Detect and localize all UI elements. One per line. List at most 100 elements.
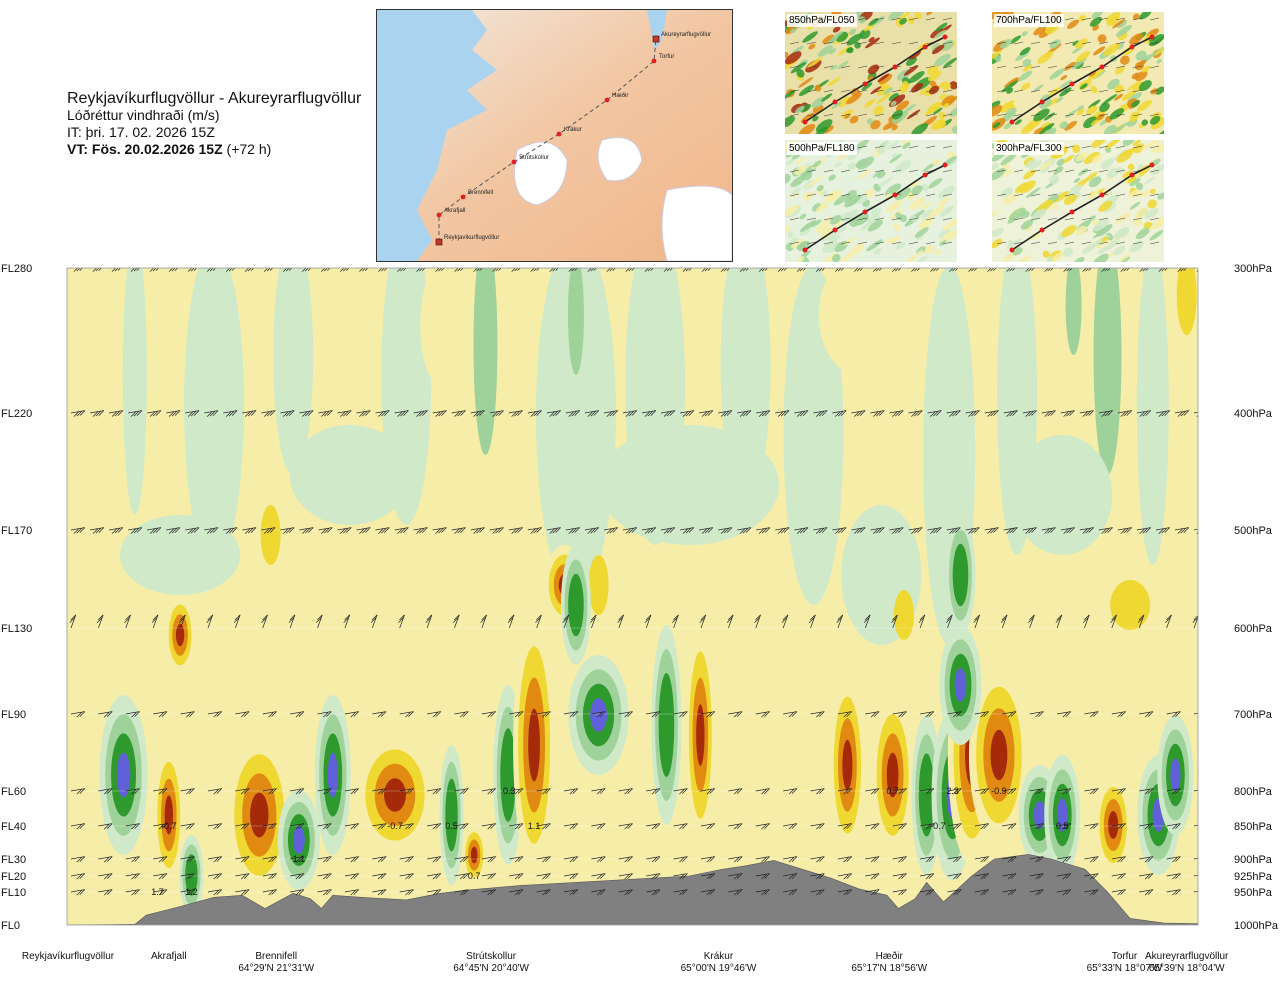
wind-barb bbox=[641, 410, 657, 417]
wind-barb bbox=[427, 889, 442, 896]
wind-barb bbox=[235, 889, 250, 896]
wind-barb bbox=[673, 823, 688, 830]
wind-barb bbox=[207, 788, 222, 795]
wind-barb bbox=[1060, 527, 1075, 534]
wind-barb bbox=[837, 788, 852, 795]
wind-barb bbox=[153, 788, 168, 795]
waypoint-coords: 64°45'N 20°40'W bbox=[453, 963, 529, 974]
wind-barb bbox=[870, 527, 885, 534]
wind-barb bbox=[563, 873, 579, 880]
field-cell-down bbox=[1033, 801, 1046, 829]
field-band bbox=[273, 268, 314, 475]
wind-barb bbox=[180, 788, 195, 795]
wind-barb bbox=[454, 873, 469, 880]
wind-barb bbox=[70, 410, 86, 417]
left-axis-label: FL220 bbox=[1, 408, 32, 420]
wind-barb bbox=[509, 823, 524, 830]
field-cell-up bbox=[175, 623, 185, 647]
map-point: Akrafjall bbox=[436, 208, 465, 218]
wind-barb bbox=[837, 889, 852, 896]
wind-barb bbox=[728, 889, 743, 896]
wind-barb bbox=[783, 873, 798, 880]
wind-barb bbox=[262, 711, 277, 718]
wind-barb bbox=[1029, 788, 1044, 795]
wind-barb bbox=[680, 410, 695, 417]
wind-barb bbox=[427, 823, 442, 830]
wind-barb bbox=[425, 614, 433, 629]
map-points: Akureyrarflugvöllur Torfur Hæðir Krákur Strú… bbox=[435, 32, 711, 246]
wind-barb bbox=[892, 788, 907, 795]
wind-barb bbox=[1193, 857, 1198, 860]
value-annotation: -0.9 bbox=[991, 786, 1007, 796]
waypoint-coords: 65°17'N 18°56'W bbox=[851, 963, 928, 974]
map-point: Krákur bbox=[556, 127, 582, 137]
wind-barb bbox=[185, 527, 200, 534]
field-cell-up bbox=[990, 729, 1008, 781]
wind-barb bbox=[673, 889, 688, 896]
wind-barb bbox=[783, 788, 798, 795]
plot-frame bbox=[66, 267, 1199, 926]
left-axis-flight-levels: FL280 FL220 FL170 FL130 FL90 FL60 FL40 FL30 FL20… bbox=[1, 263, 32, 932]
wind-barb bbox=[180, 873, 195, 880]
wind-barb bbox=[480, 614, 487, 629]
wind-barb bbox=[946, 527, 961, 534]
wind-barb bbox=[673, 856, 688, 863]
wind-barb bbox=[242, 410, 257, 417]
wind-barb bbox=[1029, 889, 1044, 896]
wind-barb bbox=[290, 889, 305, 896]
wind-barb bbox=[1098, 527, 1113, 534]
wind-barb bbox=[1060, 410, 1075, 417]
wind-barb bbox=[1056, 711, 1072, 718]
sea-west bbox=[377, 10, 497, 261]
wind-barb bbox=[125, 711, 140, 718]
wind-barb bbox=[235, 711, 250, 718]
value-annotation: 1.1 bbox=[293, 854, 306, 864]
waypoint-label: Hæðir 65°17'N 18°56'W bbox=[829, 951, 949, 975]
wind-barb bbox=[947, 856, 962, 863]
wind-barb bbox=[837, 873, 852, 880]
wind-barb bbox=[235, 788, 250, 795]
wind-barb bbox=[974, 823, 989, 830]
route-title: Reykjavíkurflugvöllur - Akureyrarflugvöl… bbox=[67, 90, 362, 107]
field-cell-down bbox=[658, 673, 675, 777]
wind-barb bbox=[863, 614, 871, 629]
wind-barb bbox=[261, 614, 268, 629]
map-point-label: Torfur bbox=[659, 54, 674, 60]
value-annotation: 2.3 bbox=[946, 786, 959, 796]
wind-barb bbox=[1110, 614, 1117, 629]
right-axis-label: 1000hPa bbox=[1234, 920, 1279, 932]
wind-barb bbox=[851, 410, 866, 417]
wind-barb bbox=[317, 823, 332, 830]
wind-barb bbox=[726, 614, 734, 629]
wind-barb bbox=[672, 614, 679, 629]
valid-offset: (+72 h) bbox=[226, 141, 272, 157]
wind-barb bbox=[317, 873, 332, 880]
wind-barb bbox=[756, 410, 771, 417]
wind-barb bbox=[718, 410, 733, 417]
wind-barb bbox=[337, 410, 352, 417]
wind-barb bbox=[892, 889, 907, 896]
wind-barb bbox=[646, 856, 661, 863]
wind-barb bbox=[1022, 410, 1037, 417]
wind-barb bbox=[427, 788, 442, 795]
wind-barb bbox=[591, 856, 606, 863]
field-cell-up bbox=[696, 704, 705, 766]
wind-barb bbox=[618, 711, 633, 718]
wind-barb bbox=[109, 410, 124, 417]
wind-barb bbox=[865, 788, 880, 795]
field-cell-down bbox=[445, 778, 458, 852]
wind-barb bbox=[660, 410, 676, 417]
wind-barb bbox=[927, 410, 942, 417]
wind-barb bbox=[1117, 527, 1132, 534]
field-cell-up bbox=[1108, 811, 1119, 839]
wind-barb bbox=[432, 527, 447, 534]
wind-barb bbox=[454, 823, 469, 830]
wind-barb bbox=[451, 410, 466, 417]
wind-barb bbox=[223, 527, 238, 534]
wind-barb bbox=[372, 788, 387, 795]
wind-barb bbox=[109, 527, 124, 534]
wind-barb bbox=[98, 711, 113, 718]
wind-barb bbox=[775, 410, 790, 417]
waypoint-name: Akrafjall bbox=[150, 951, 187, 962]
right-axis-label: 500hPa bbox=[1234, 525, 1273, 537]
